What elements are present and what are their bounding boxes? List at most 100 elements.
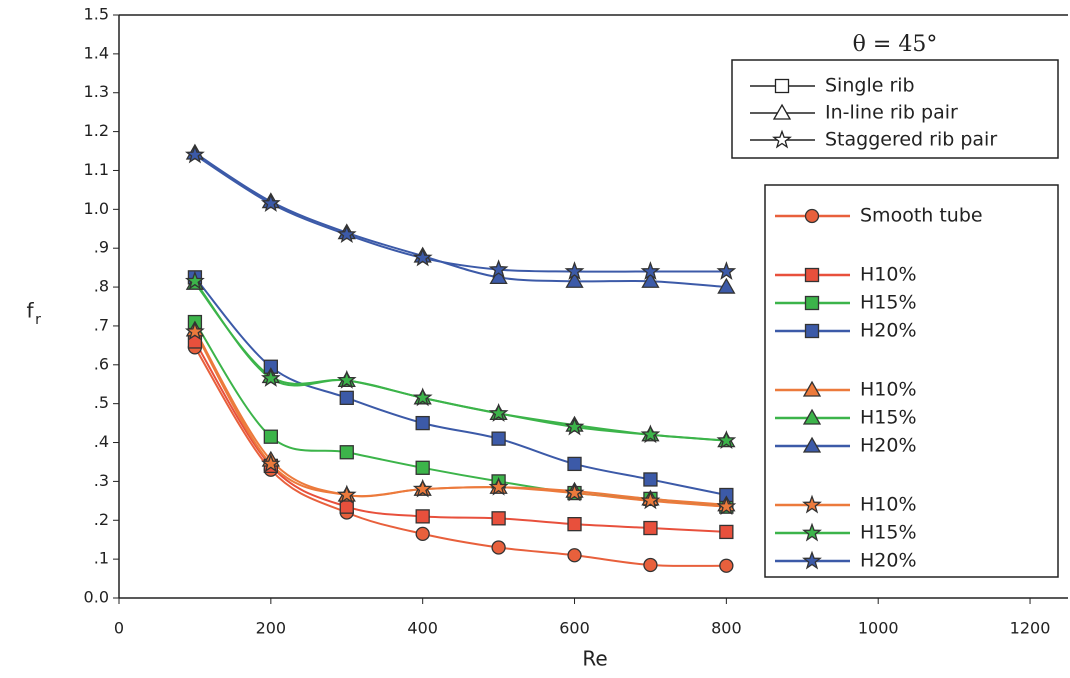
data-point	[415, 526, 430, 542]
y-tick-label: 1.1	[84, 160, 109, 179]
data-point	[336, 484, 357, 504]
y-tick-label: .4	[94, 432, 109, 451]
marker-legend-label: Staggered rib pair	[825, 129, 997, 151]
y-tick-label: .8	[94, 277, 109, 296]
data-point	[336, 224, 357, 244]
y-tick-label: .6	[94, 354, 109, 373]
data-point	[643, 557, 658, 573]
y-tick-label: .2	[94, 510, 109, 529]
x-tick-label: 400	[407, 619, 438, 638]
legend-label: Smooth tube	[860, 205, 983, 227]
annotation: θ = 45°	[853, 32, 938, 57]
data-point	[488, 476, 509, 496]
data-point	[564, 482, 585, 502]
data-point	[641, 271, 660, 288]
legend-marker	[804, 267, 820, 283]
legend-label: H15%	[860, 407, 917, 429]
data-point	[339, 390, 354, 405]
data-point	[567, 548, 582, 563]
marker-legend-marker	[772, 129, 792, 149]
data-point	[640, 490, 661, 510]
data-point	[260, 193, 281, 212]
x-tick-label: 200	[256, 619, 287, 638]
legend-label: H20%	[860, 550, 917, 572]
y-tick-label: .5	[94, 393, 109, 412]
data-point	[640, 261, 661, 280]
data-point	[567, 456, 582, 472]
data-point	[412, 387, 433, 407]
data-point	[184, 321, 205, 341]
x-tick-label: 0	[114, 619, 124, 638]
y-tick-label: .9	[94, 238, 109, 257]
y-tick-label: 1.0	[84, 199, 109, 218]
data-point	[564, 416, 585, 436]
data-point	[716, 496, 737, 516]
y-axis-label: f	[26, 299, 34, 323]
x-axis-label: Re	[582, 647, 607, 671]
series-line	[194, 154, 727, 273]
data-point	[260, 453, 281, 473]
legend-box	[764, 184, 1059, 578]
legend-label: H10%	[860, 264, 917, 286]
data-point	[415, 509, 430, 524]
data-point	[640, 424, 661, 444]
y-axis-label-subscript: r	[35, 312, 41, 328]
x-tick-label: 1200	[1010, 619, 1051, 638]
data-point	[491, 431, 506, 446]
legend-label: H15%	[860, 292, 917, 314]
legend-marker	[804, 295, 820, 311]
data-point	[716, 261, 737, 280]
data-point	[488, 259, 509, 279]
data-point	[260, 367, 281, 387]
marker-legend-label: In-line rib pair	[825, 102, 958, 124]
data-point	[263, 429, 278, 444]
data-point	[716, 430, 737, 450]
y-tick-label: 0.0	[84, 588, 109, 607]
data-point	[719, 558, 734, 573]
legend-marker	[804, 323, 820, 339]
legend-marker	[802, 436, 822, 453]
x-tick-label: 1000	[858, 619, 899, 638]
data-point	[339, 445, 354, 460]
marker-legend-marker	[772, 103, 792, 120]
x-tick-label: 800	[711, 619, 742, 638]
data-point	[719, 524, 734, 540]
data-point	[491, 540, 506, 555]
y-tick-label: 1.3	[84, 82, 109, 101]
data-point	[415, 415, 430, 431]
data-point	[643, 520, 658, 536]
y-tick-label: 1.2	[84, 121, 109, 140]
x-tick-label: 600	[559, 619, 590, 638]
data-point	[491, 511, 506, 526]
data-point	[717, 277, 736, 294]
data-point	[412, 247, 433, 267]
data-point	[336, 369, 357, 389]
data-point	[412, 478, 433, 498]
y-tick-label: .1	[94, 549, 109, 568]
data-point	[184, 144, 205, 164]
y-tick-label: .3	[94, 471, 109, 490]
data-point	[567, 517, 582, 532]
data-point	[564, 261, 585, 280]
legend-marker	[802, 380, 822, 397]
data-point	[488, 403, 509, 422]
series-line	[194, 152, 727, 289]
marker-legend-marker	[774, 78, 790, 94]
y-tick-label: 1.5	[84, 5, 109, 24]
data-point	[643, 472, 658, 487]
data-point	[415, 460, 430, 475]
legend-marker	[802, 494, 822, 514]
legend-label: H15%	[860, 522, 917, 544]
legend-marker	[802, 522, 822, 542]
y-tick-label: 1.4	[84, 43, 109, 62]
legend-marker	[802, 408, 822, 425]
legend-marker	[802, 550, 822, 570]
legend-label: H20%	[860, 435, 917, 457]
marker-legend-label: Single rib	[825, 75, 915, 97]
legend-label: H10%	[860, 379, 917, 401]
marker-legend-box	[731, 59, 1059, 159]
data-point	[184, 270, 205, 290]
y-tick-label: .7	[94, 315, 109, 334]
